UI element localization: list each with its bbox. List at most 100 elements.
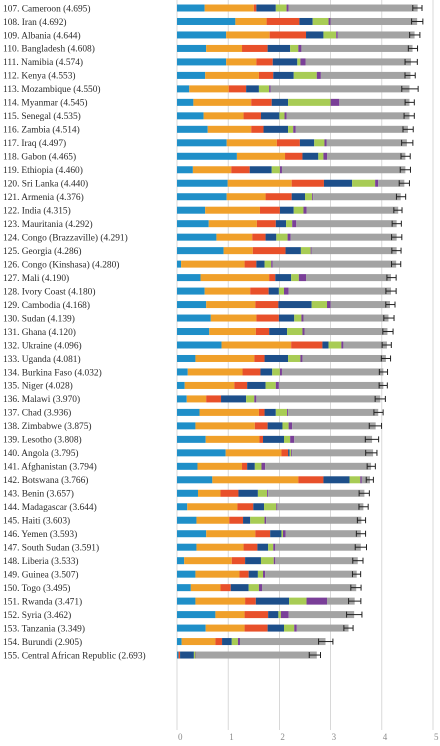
bar-segment-3	[258, 71, 274, 79]
category-label: 147. South Sudan (3.591)	[3, 543, 99, 554]
bar-segment-4	[221, 395, 247, 403]
bar-segment-2	[199, 408, 259, 416]
bar-segment-7	[296, 220, 397, 228]
error-bar	[382, 328, 394, 335]
bar-segment-3	[242, 44, 268, 52]
bar-segment-3	[206, 395, 222, 403]
bar-segment-3	[256, 58, 273, 66]
bar-segment-1	[177, 125, 208, 133]
bar-segment-6	[273, 557, 276, 565]
bar-segment-3	[252, 247, 286, 255]
bar-segment-1	[177, 139, 227, 147]
bar-segment-3	[244, 611, 269, 619]
bar-segment-5	[278, 611, 281, 619]
bar-segment-4	[255, 597, 290, 605]
error-bar	[404, 72, 416, 79]
bar-segment-6	[195, 651, 196, 659]
bar-segment-7	[281, 368, 384, 376]
bar-segment-4	[291, 193, 305, 201]
error-bar	[403, 112, 415, 119]
bar-segment-5	[311, 301, 328, 309]
bar-segment-3	[285, 152, 303, 160]
bar-segment-3	[259, 435, 264, 443]
bar-segment-3	[220, 489, 239, 497]
bar-segment-4	[322, 341, 329, 349]
bar-segment-5	[264, 260, 272, 268]
bar-segment-7	[296, 624, 349, 632]
bar-segment-6	[269, 85, 271, 93]
bar-segment-3	[255, 301, 279, 309]
bar-segment-4	[249, 166, 272, 174]
bar-segment-1	[177, 354, 196, 362]
error-bar	[391, 234, 403, 241]
bar-segment-6	[324, 139, 327, 147]
bar-segment-2	[195, 570, 240, 578]
bar-segment-4	[299, 17, 313, 25]
bar-segment-3	[254, 422, 268, 430]
error-bar	[351, 571, 362, 578]
bar-segment-3	[243, 543, 258, 551]
bar-segment-3	[228, 85, 247, 93]
bar-segment-4	[247, 462, 255, 470]
bar-segment-6	[316, 71, 321, 79]
bar-segment-4	[222, 638, 232, 646]
category-label: 136. Malawi (3.970)	[3, 394, 80, 405]
bar-segment-4	[264, 354, 289, 362]
bar-segment-2	[221, 341, 292, 349]
category-label: 111. Namibia (4.574)	[3, 57, 83, 68]
bar-segment-4	[270, 530, 282, 538]
bar-segment-4	[278, 314, 295, 322]
bar-segment-1	[177, 31, 227, 39]
bar-segment-3	[178, 651, 181, 659]
error-bar	[402, 126, 414, 133]
bar-segment-2	[206, 44, 243, 52]
bar-segment-4	[267, 422, 283, 430]
x-tick-label: 4	[383, 732, 388, 742]
bar-segment-7	[285, 530, 361, 538]
bar-segment-5	[268, 543, 274, 551]
bar-segment-3	[242, 368, 261, 376]
bar-segment-2	[205, 71, 259, 79]
bar-segment-5	[272, 368, 280, 376]
category-label: 135. Niger (4.028)	[3, 381, 73, 392]
bar-segment-5	[349, 476, 361, 484]
category-label: 122. India (4.315)	[3, 206, 71, 217]
bar-segment-4	[288, 449, 290, 457]
bar-segment-3	[250, 287, 269, 295]
bar-segment-7	[313, 193, 401, 201]
error-bar	[398, 180, 410, 187]
bar-segment-6	[327, 301, 331, 309]
bar-segment-6	[301, 314, 304, 322]
bar-segment-5	[275, 408, 288, 416]
bar-segment-4	[263, 125, 289, 133]
bar-segment-3	[255, 530, 271, 538]
bar-segment-3	[276, 139, 300, 147]
bar-segment-7	[266, 516, 362, 524]
error-bar	[385, 288, 397, 295]
bar-segment-3	[251, 98, 272, 106]
bar-segment-1	[177, 112, 204, 120]
bar-segment-6	[300, 354, 303, 362]
bar-segment-2	[189, 85, 229, 93]
bar-segment-3	[252, 233, 266, 241]
error-bar	[358, 503, 369, 510]
bar-segment-3	[220, 584, 231, 592]
bar-segment-5	[291, 274, 299, 282]
bar-segment-4	[279, 206, 294, 214]
bar-segment-6	[280, 611, 289, 619]
bar-segment-1	[177, 651, 179, 659]
category-label: 107. Cameroon (4.695)	[3, 3, 90, 14]
bar-segment-7	[195, 651, 317, 659]
bar-segment-5	[258, 85, 270, 93]
error-bar	[365, 449, 378, 456]
bar-segment-3	[259, 206, 280, 214]
bar-segment-4	[245, 557, 261, 565]
bar-segment-5	[284, 435, 291, 443]
bar-segment-2	[205, 624, 245, 632]
error-bar	[381, 342, 392, 348]
error-bar	[368, 422, 383, 429]
bar-segment-2	[203, 112, 244, 120]
bar-segment-2	[204, 4, 254, 12]
error-bar	[358, 490, 370, 497]
error-bar	[366, 463, 376, 470]
